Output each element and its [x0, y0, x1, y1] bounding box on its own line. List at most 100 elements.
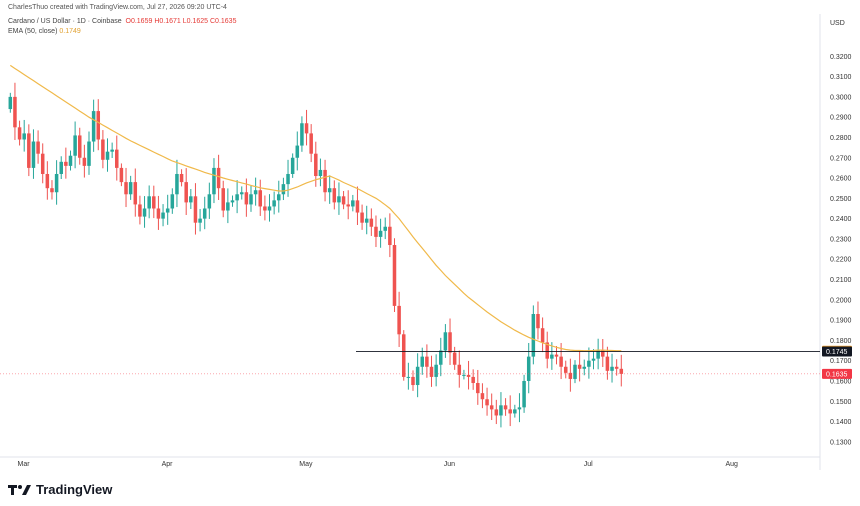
y-tick-label: 0.1800: [830, 338, 852, 345]
high-value: H0.1671: [154, 18, 181, 25]
ema-line: [9, 64, 622, 352]
candle-body: [550, 354, 554, 359]
candle-body: [610, 366, 614, 371]
y-tick-label: 0.2900: [830, 115, 852, 122]
y-tick-label: 0.3000: [830, 94, 852, 101]
candle-body: [452, 352, 457, 365]
open-value: O0.1659: [125, 18, 153, 25]
candle-body: [40, 153, 45, 174]
candle-body: [378, 230, 383, 237]
candle-body: [8, 96, 13, 110]
candle-body: [351, 200, 355, 207]
y-tick-label: 0.1500: [830, 399, 852, 406]
tradingview-logo: TradingView: [8, 482, 112, 497]
candle-body: [17, 127, 22, 140]
candle-body: [601, 350, 605, 357]
candle-body: [480, 393, 485, 400]
candle-body: [513, 409, 517, 414]
candle-body: [73, 135, 77, 156]
candle-body: [152, 196, 156, 209]
candle-body: [383, 226, 387, 231]
candle-body: [582, 366, 587, 369]
candle-body: [138, 204, 142, 217]
candle-body: [545, 342, 549, 359]
candle-body: [161, 212, 165, 219]
chart-legend: Cardano / US Dollar · 1D · Coinbase O0.1…: [8, 17, 236, 37]
candle-body: [462, 374, 466, 376]
candle-body: [587, 360, 591, 367]
candle-body: [87, 141, 91, 166]
candle-body: [96, 111, 101, 140]
y-tick-label: 0.2500: [830, 196, 852, 203]
y-tick-label: 0.1400: [830, 419, 852, 426]
y-tick-label: 0.2300: [830, 236, 852, 243]
close-value: C0.1635: [210, 18, 237, 25]
candle-body: [165, 208, 170, 213]
candle-body: [499, 405, 503, 416]
candle-body: [27, 133, 31, 168]
candle-body: [577, 364, 582, 369]
candle-body: [253, 190, 258, 195]
candle-body: [82, 157, 87, 166]
candle-body: [198, 218, 202, 223]
candle-body: [184, 182, 188, 203]
candle-body: [221, 188, 225, 211]
y-tick-label: 0.1900: [830, 318, 852, 325]
candle-body: [133, 182, 138, 205]
candle-body: [531, 314, 536, 357]
candle-body: [202, 208, 207, 219]
candle-body: [420, 356, 425, 367]
y-tick-label: 0.2000: [830, 297, 852, 304]
candle-body: [341, 196, 346, 205]
candle-body: [327, 188, 332, 193]
candle-body: [128, 182, 133, 195]
candle-body: [68, 155, 73, 166]
y-tick-label: 0.2100: [830, 277, 852, 284]
candle-body: [13, 96, 17, 128]
x-tick-label: May: [299, 461, 313, 468]
candle-body: [434, 364, 438, 377]
candle-body: [235, 194, 239, 201]
candle-body: [494, 409, 499, 416]
candle-body: [489, 405, 494, 410]
candle-body: [59, 161, 63, 174]
candle-body: [54, 173, 59, 193]
candle-body: [239, 192, 244, 195]
candle-body: [249, 194, 253, 205]
last-price-tag: 0.1635: [826, 371, 848, 378]
candle-body: [596, 350, 600, 359]
candle-body: [119, 167, 124, 183]
candle-body: [614, 366, 619, 369]
candle-body: [476, 383, 480, 394]
candle-body: [64, 161, 68, 166]
candle-body: [50, 188, 54, 193]
candle-body: [554, 354, 559, 357]
level-price-tag-bg: [822, 346, 852, 357]
symbol-label: Cardano / US Dollar · 1D · Coinbase: [8, 18, 122, 25]
ema-value: 0.1749: [59, 28, 81, 35]
candle-body: [318, 169, 323, 177]
x-tick-label: Aug: [726, 461, 739, 468]
candle-body: [397, 305, 401, 335]
candle-body: [323, 169, 327, 193]
y-tick-label: 0.1700: [830, 358, 852, 365]
candle-body: [115, 149, 119, 168]
candle-body: [540, 328, 545, 343]
candle-body: [193, 196, 198, 223]
candle-body: [277, 194, 281, 201]
candle-body: [503, 405, 508, 410]
candle-body: [304, 123, 309, 134]
candle-body: [369, 218, 374, 227]
brand-name: TradingView: [36, 482, 113, 497]
candle-body: [22, 133, 26, 140]
candle-body: [124, 182, 128, 195]
candle-body: [471, 376, 475, 384]
x-tick-label: Jul: [584, 461, 593, 468]
candle-body: [526, 356, 531, 381]
candle-body: [91, 111, 96, 142]
candle-body: [457, 364, 462, 375]
candle-body: [142, 208, 147, 217]
candle-body: [263, 206, 267, 211]
candle-body: [448, 332, 452, 353]
